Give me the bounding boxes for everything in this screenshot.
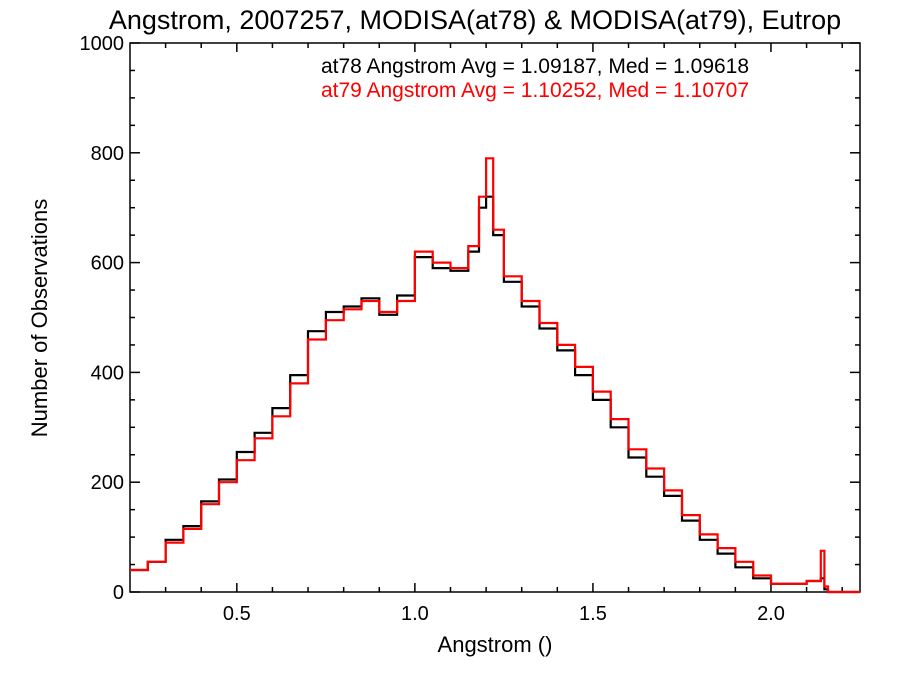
- axis-ticks: 0.5 1.0 1.5 2.0 0 200 400 600 800 1000: [80, 33, 860, 625]
- y-tick-label: 600: [91, 253, 124, 275]
- at78-histogram-line: [130, 195, 860, 594]
- at79-stats-annotation: at79 Angstrom Avg = 1.10252, Med = 1.107…: [321, 79, 749, 102]
- plot-frame: [129, 42, 861, 593]
- y-tick-label: 0: [113, 582, 124, 604]
- y-axis-label: Number of Observations: [27, 199, 52, 437]
- x-axis-label: Angstrom (): [438, 632, 553, 657]
- y-tick-label: 400: [91, 362, 124, 384]
- series-layer: [130, 157, 860, 594]
- at79-histogram-line: [130, 157, 860, 594]
- y-tick-label: 200: [91, 472, 124, 494]
- x-tick-label: 2.0: [757, 603, 785, 625]
- x-tick-label: 1.0: [401, 603, 429, 625]
- x-tick-label: 1.5: [579, 603, 607, 625]
- y-tick-label: 800: [91, 143, 124, 165]
- x-tick-label: 0.5: [223, 603, 251, 625]
- y-tick-label: 1000: [80, 33, 125, 55]
- chart-title: Angstrom, 2007257, MODISA(at78) & MODISA…: [109, 5, 841, 35]
- at78-stats-annotation: at78 Angstrom Avg = 1.09187, Med = 1.096…: [321, 55, 749, 78]
